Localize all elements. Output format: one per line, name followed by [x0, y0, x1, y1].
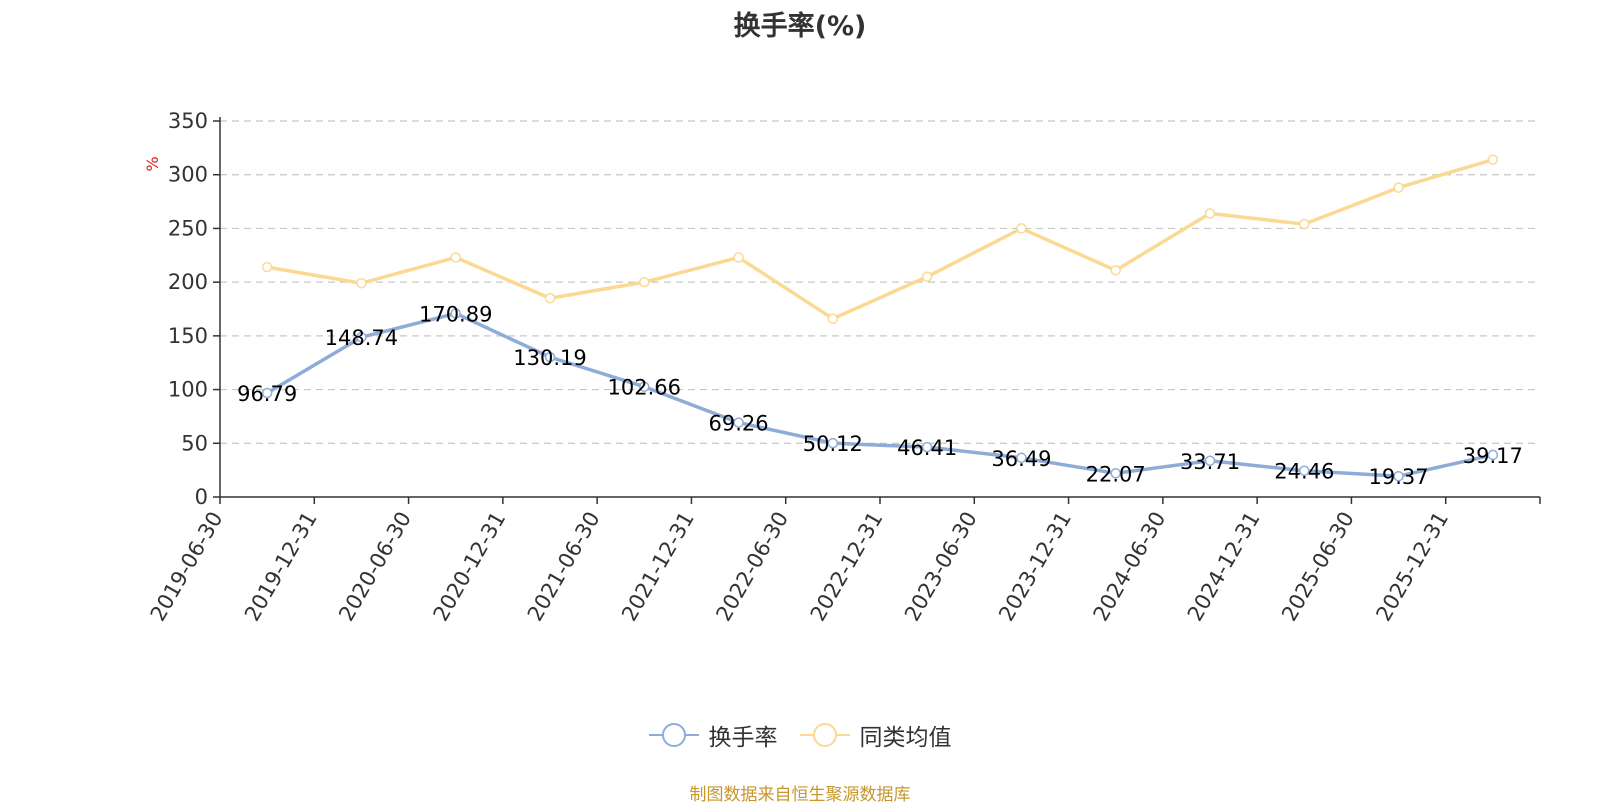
series-1-point [261, 261, 273, 273]
axes: 0 50 100 150 200 250 300 350 2019-06-30 2019-12-3… [146, 109, 1541, 626]
x-tick-label: 2021-06-30 [523, 508, 605, 626]
y-tick-label: 0 [195, 485, 208, 509]
series-0-point [356, 331, 367, 343]
series [261, 154, 1499, 482]
series-0-point [1487, 449, 1499, 461]
series-1-point [827, 313, 839, 324]
x-tick-label: 2021-12-31 [617, 508, 699, 626]
data-label: 130.19 [513, 346, 586, 370]
data-label: 50.12 [803, 432, 863, 456]
data-label: 69.26 [709, 412, 769, 436]
data-label: 24.46 [1274, 460, 1334, 484]
x-tick-label: 2024-06-30 [1089, 508, 1171, 626]
x-tick-label: 2023-06-30 [900, 508, 982, 626]
x-tick-label: 2023-12-31 [994, 508, 1076, 626]
series-0-point [921, 441, 933, 453]
series-1-point [733, 252, 744, 263]
x-tick-label: 2025-12-31 [1371, 508, 1453, 626]
y-tick-label: 50 [181, 431, 208, 455]
series-1-point [356, 277, 367, 289]
series-line-0 [266, 311, 1494, 478]
series-0-point [827, 437, 839, 449]
x-tick-label: 2025-06-30 [1277, 508, 1359, 626]
series-0-point [733, 417, 744, 428]
series-0-point [261, 387, 273, 399]
legend-circle-icon [799, 722, 850, 748]
y-tick-label: 250 [168, 216, 208, 240]
y-tick-label: 100 [168, 378, 208, 402]
y-tick-label: 200 [168, 270, 208, 294]
series-1-point [1487, 154, 1499, 165]
chart-title: 换手率(%) [733, 11, 867, 42]
series-1-point [1393, 182, 1404, 193]
series-0-point [1016, 452, 1027, 464]
series-0-point [1299, 465, 1310, 476]
x-tick-label: 2020-12-31 [429, 508, 511, 626]
data-label: 96.79 [237, 382, 297, 406]
series-line-1 [266, 157, 1494, 321]
data-label: 36.49 [991, 447, 1051, 471]
y-tick-label: 350 [168, 109, 208, 133]
series-1-point [639, 276, 650, 288]
x-tick-label: 2022-06-30 [711, 508, 793, 626]
legend-label: 换手率 [708, 725, 778, 751]
legend-label: 同类均值 [859, 725, 952, 751]
x-tick-label: 2024-12-31 [1183, 508, 1265, 626]
series-0-point [1393, 470, 1404, 482]
series-1-point [544, 293, 556, 304]
data-label: 170.89 [419, 302, 492, 326]
series-0-point [1204, 455, 1216, 467]
grid-lines [220, 120, 1540, 444]
x-tick-label: 2022-12-31 [806, 508, 888, 626]
x-tick-label: 2020-06-30 [334, 508, 416, 626]
data-label: 39.17 [1463, 444, 1523, 468]
source-note: 制图数据来自恒生聚源数据库 [689, 785, 911, 805]
y-axis-unit: % [143, 156, 162, 171]
data-label: 33.71 [1180, 450, 1240, 474]
data-labels: 96.79 148.74 170.89 130.19 102.66 69.26 50.12 4… [237, 302, 1523, 489]
y-tick-label: 300 [168, 163, 208, 187]
series-1-point [450, 252, 461, 263]
data-label: 22.07 [1086, 462, 1146, 486]
x-tick-label: 2019-12-31 [240, 508, 322, 626]
y-tick-label: 150 [168, 324, 208, 348]
series-1-point [921, 271, 933, 283]
series-1-point [1016, 223, 1027, 234]
legend-circle-icon [648, 722, 699, 748]
data-label: 46.41 [897, 436, 957, 460]
x-tick-label: 2019-06-30 [146, 508, 228, 626]
legend-item-peer-average[interactable]: 同类均值 [799, 718, 952, 752]
series-0-point [639, 381, 650, 392]
series-1-point [1299, 218, 1310, 230]
series-0-point [544, 351, 556, 363]
series-0-point [450, 308, 461, 319]
data-label: 19.37 [1369, 465, 1429, 489]
series-1-point [1110, 265, 1121, 276]
data-label: 102.66 [608, 376, 681, 400]
legend-item-turnover[interactable]: 换手率 [648, 718, 778, 752]
legend: 换手率 同类均值 [0, 718, 1600, 752]
series-1-point [1204, 208, 1216, 219]
data-label: 148.74 [325, 326, 398, 350]
series-0-point [1110, 468, 1121, 479]
